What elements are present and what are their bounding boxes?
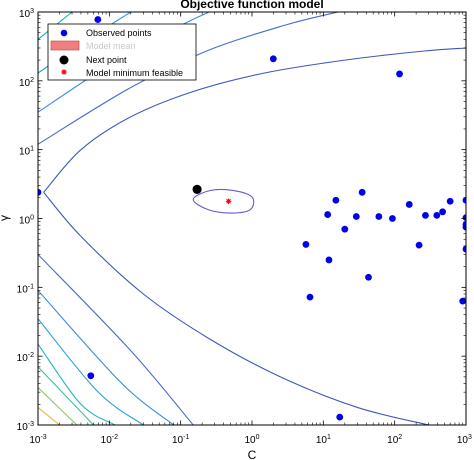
y-tick-label: 101 bbox=[19, 146, 34, 158]
legend-box bbox=[47, 23, 197, 81]
legend-model-mean-label: Model mean bbox=[86, 41, 136, 51]
observed-point bbox=[396, 70, 403, 78]
y-tick-label: 100 bbox=[19, 215, 34, 227]
observed-point bbox=[302, 241, 310, 248]
y-tick-label: 102 bbox=[19, 77, 34, 89]
legend-model-minimum-label: Model minimum feasible bbox=[86, 68, 183, 78]
y-axis-ticks: 10-3 10-2 10-1 100 101 102 103 bbox=[17, 8, 466, 433]
x-tick-label: 10-1 bbox=[172, 434, 189, 446]
y-tick-label: 10-3 bbox=[17, 421, 34, 433]
observed-point bbox=[365, 273, 372, 281]
contour-line-3 bbox=[38, 254, 194, 425]
model-minimum-point bbox=[225, 198, 232, 205]
observed-point bbox=[439, 208, 447, 216]
contour-line-7 bbox=[38, 318, 144, 425]
x-tick-label: 103 bbox=[457, 434, 472, 446]
data-points bbox=[38, 16, 466, 421]
observed-point bbox=[405, 201, 413, 208]
y-tick-label: 103 bbox=[19, 8, 34, 20]
observed-point bbox=[459, 297, 466, 305]
observed-point bbox=[462, 245, 466, 253]
y-axis-label: γ bbox=[0, 215, 11, 221]
contour-lines bbox=[38, 12, 466, 425]
observed-point bbox=[389, 215, 396, 222]
observed-point bbox=[325, 256, 333, 264]
observed-point bbox=[358, 188, 366, 196]
x-tick-label: 101 bbox=[316, 434, 331, 446]
observed-point bbox=[415, 241, 423, 249]
x-tick-label: 10-2 bbox=[101, 434, 118, 446]
contour-line-13 bbox=[192, 189, 255, 214]
y-tick-label: 10-2 bbox=[17, 352, 34, 364]
legend-model-minimum-marker bbox=[61, 69, 67, 75]
contour-line-12 bbox=[38, 407, 60, 425]
contour-line-10 bbox=[38, 366, 94, 425]
legend: Observed points Model mean Next point Mo… bbox=[47, 23, 197, 81]
observed-point bbox=[375, 213, 383, 220]
observed-point bbox=[38, 188, 42, 196]
legend-model-mean-marker bbox=[50, 40, 80, 51]
observed-point bbox=[324, 211, 332, 218]
chart-title: Objective function model bbox=[180, 0, 323, 11]
observed-point bbox=[462, 196, 466, 204]
y-tick-label: 10-1 bbox=[17, 283, 34, 295]
next-point bbox=[192, 184, 202, 194]
x-tick-label: 10-3 bbox=[29, 434, 46, 446]
legend-observed-label: Observed points bbox=[86, 28, 152, 38]
observed-point bbox=[433, 211, 441, 219]
observed-point bbox=[306, 293, 314, 301]
x-axis-ticks: 10-3 10-2 10-1 100 101 102 103 bbox=[29, 12, 472, 446]
x-axis-label: C bbox=[248, 448, 257, 460]
observed-point bbox=[332, 196, 340, 204]
contour-line-11 bbox=[38, 387, 78, 425]
contour-line-9 bbox=[38, 343, 116, 425]
observed-point bbox=[87, 372, 95, 380]
legend-next-point-label: Next point bbox=[86, 55, 127, 65]
observed-point bbox=[422, 211, 429, 219]
x-tick-label: 102 bbox=[387, 434, 402, 446]
legend-next-point-marker bbox=[59, 55, 69, 65]
observed-point bbox=[336, 413, 344, 421]
observed-point bbox=[341, 225, 349, 233]
contour-line-2 bbox=[38, 12, 339, 145]
observed-point bbox=[462, 214, 466, 222]
contour-line-5 bbox=[38, 290, 175, 425]
observed-point bbox=[94, 16, 102, 23]
contour-line-0 bbox=[43, 47, 466, 193]
observed-point bbox=[352, 213, 360, 220]
x-tick-label: 100 bbox=[244, 434, 259, 446]
legend-observed-marker bbox=[60, 29, 68, 37]
observed-point bbox=[446, 197, 454, 205]
contour-line-1 bbox=[43, 191, 429, 425]
observed-point bbox=[269, 55, 277, 63]
